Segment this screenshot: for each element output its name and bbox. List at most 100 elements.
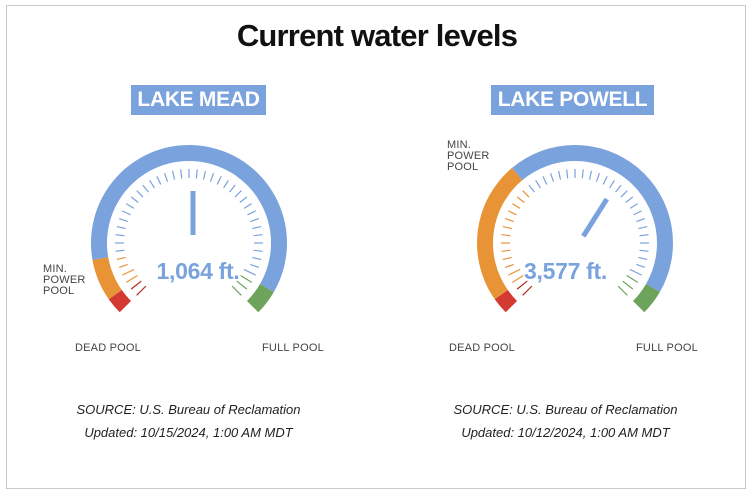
gauge-tick <box>638 225 648 230</box>
dead-pool-zone <box>108 290 132 313</box>
gauge-tick <box>626 274 638 283</box>
full-pool-label: FULL POOL <box>636 342 698 354</box>
gauge-tick <box>136 190 144 198</box>
gauge-needle <box>581 197 609 238</box>
gauge-tick <box>639 234 649 237</box>
gauge-tick <box>142 184 149 193</box>
updated-timestamp: Updated: 10/15/2024, 1:00 AM MDT <box>84 425 293 440</box>
gauge-tick <box>512 274 524 283</box>
gauge-tick <box>629 203 638 209</box>
gauge-tick <box>216 176 222 185</box>
gauge-tick <box>522 285 533 296</box>
gauge-arc <box>477 145 673 313</box>
gauge-tick <box>549 172 555 182</box>
gauge-tick <box>501 249 511 252</box>
gauge-ticks <box>115 169 263 296</box>
operating-zone <box>512 145 673 292</box>
min-power-pool-label: MIN. POWER POOL <box>43 263 86 297</box>
gauge-tick <box>502 256 512 261</box>
gauge-tick <box>542 176 548 185</box>
gauge-tick <box>122 210 131 216</box>
gauge-tick <box>636 263 646 269</box>
gauge-tick <box>202 170 207 180</box>
updated-timestamp: Updated: 10/12/2024, 1:00 AM MDT <box>461 425 670 440</box>
gauge-tick <box>625 196 634 203</box>
gauge-tick <box>231 285 242 296</box>
gauge-tick <box>116 256 126 261</box>
min-power-pool-label: MIN. POWER POOL <box>447 139 490 173</box>
gauge-tick <box>633 210 642 216</box>
gauge-tick <box>535 180 541 189</box>
gauge-arc <box>90 145 288 313</box>
gauge-tick <box>136 285 147 296</box>
gauge-tick <box>195 169 198 179</box>
gauge-tick <box>253 249 263 252</box>
gauge-tick <box>171 170 176 180</box>
gauge-tick <box>501 234 511 237</box>
water-level-reading: 3,577 ft. <box>524 258 607 284</box>
gauge-tick <box>620 190 628 198</box>
gauge-tick <box>116 225 126 230</box>
gauge-tick <box>252 256 262 261</box>
gauge-tick <box>522 190 530 198</box>
gauge-tick <box>234 190 242 198</box>
lake-mead-panel: LAKE MEAD 1,064 ft. MIN. POWER POOL DEAD… <box>43 85 324 440</box>
gauge-tick <box>243 268 256 276</box>
gauge-tick <box>615 184 622 193</box>
gauge-tick <box>508 268 521 276</box>
gauge-tick <box>118 217 128 223</box>
lake-powell-gauge <box>477 145 673 313</box>
gauge-tick <box>130 196 139 203</box>
gauge-tick <box>557 170 562 180</box>
gauge-tick <box>240 274 252 283</box>
page-title: Current water levels <box>236 18 518 53</box>
gauge-tick <box>236 280 248 290</box>
gauge-tick <box>595 172 601 182</box>
gauge-tick <box>163 172 169 182</box>
gauge-tick <box>122 268 135 276</box>
source-note: SOURCE: U.S. Bureau of Reclamation <box>453 402 678 417</box>
full-pool-zone <box>632 284 660 313</box>
gauge-tick <box>126 274 138 283</box>
gauge-tick <box>239 196 248 203</box>
lake-powell-panel: LAKE POWELL 3,577 ft. MIN. POWER POOL DE… <box>377 0 754 500</box>
lake-name-badge: LAKE POWELL <box>491 85 654 115</box>
water-level-reading: 1,064 ft. <box>156 258 240 284</box>
lake-name-badge: LAKE MEAD <box>131 85 266 115</box>
dead-pool-label: DEAD POOL <box>449 342 515 354</box>
gauge-tick <box>602 176 608 185</box>
min-power-pool-zone <box>92 257 122 300</box>
dead-pool-zone <box>494 290 518 313</box>
gauge-tick <box>156 176 162 185</box>
gauge-tick <box>229 184 236 193</box>
dead-pool-label: DEAD POOL <box>75 342 141 354</box>
gauge-tick <box>252 225 262 230</box>
gauge-tick <box>638 256 648 261</box>
full-pool-zone <box>246 284 274 313</box>
gauge-tick <box>247 210 256 216</box>
gauge-tick <box>639 249 649 252</box>
gauge-tick <box>528 184 535 193</box>
gauge-tick <box>629 268 642 276</box>
gauge-tick <box>209 172 215 182</box>
gauge-tick <box>126 203 135 209</box>
gauge-tick <box>508 210 517 216</box>
gauge-tick <box>149 180 155 189</box>
gauge-tick <box>516 280 528 290</box>
min-power-pool-zone <box>477 167 523 300</box>
gauge-tick <box>502 225 512 230</box>
gauge-tick <box>243 203 252 209</box>
gauge-tick <box>622 280 634 290</box>
gauge-ticks <box>501 169 649 296</box>
gauge-tick <box>253 234 263 237</box>
gauge-tick <box>250 217 260 223</box>
source-note: SOURCE: U.S. Bureau of Reclamation <box>76 402 301 417</box>
gauge-tick <box>581 169 584 179</box>
gauge-tick <box>512 203 521 209</box>
gauge-tick <box>588 170 593 180</box>
gauge-tick <box>115 249 125 252</box>
gauge-tick <box>118 263 128 269</box>
gauge-tick <box>250 263 260 269</box>
gauge-tick <box>516 196 525 203</box>
gauge-tick <box>504 263 514 269</box>
